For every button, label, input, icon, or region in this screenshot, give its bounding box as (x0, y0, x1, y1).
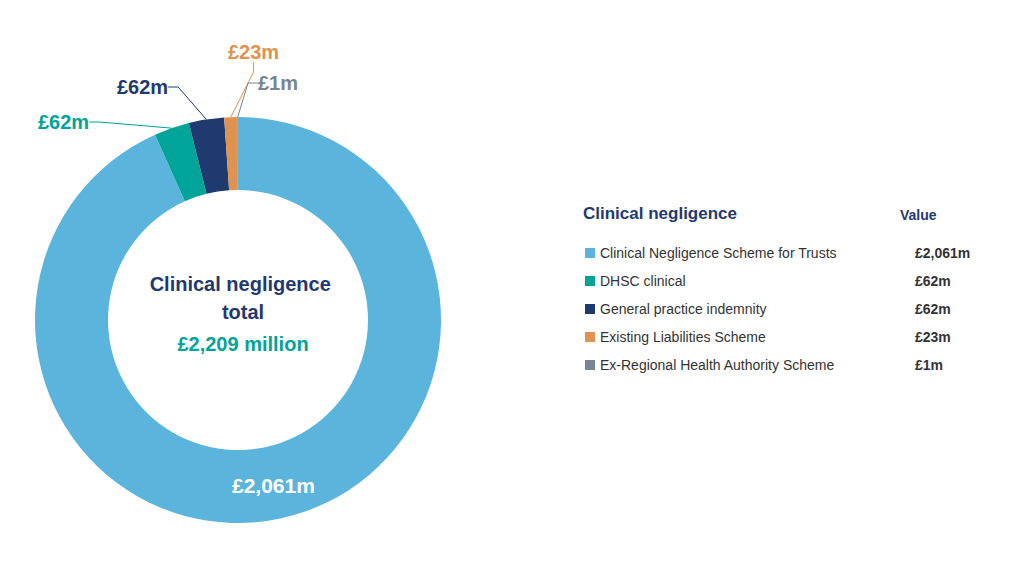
svg-text:£23m: £23m (228, 41, 279, 63)
svg-text:£1m: £1m (258, 72, 298, 94)
svg-text:£62m: £62m (117, 76, 168, 98)
svg-text:Value: Value (900, 207, 937, 223)
svg-text:Ex-Regional Health Authority S: Ex-Regional Health Authority Scheme (600, 357, 834, 373)
svg-text:£2,061m: £2,061m (915, 245, 970, 261)
svg-text:Existing Liabilities Scheme: Existing Liabilities Scheme (600, 329, 766, 345)
svg-text:£1m: £1m (915, 357, 943, 373)
svg-text:£2,209 million: £2,209 million (177, 333, 308, 355)
svg-text:£62m: £62m (915, 301, 951, 317)
svg-text:DHSC clinical: DHSC clinical (600, 273, 686, 289)
svg-text:£23m: £23m (915, 329, 951, 345)
svg-text:total: total (222, 301, 264, 323)
svg-text:General practice indemnity: General practice indemnity (600, 301, 767, 317)
svg-text:£62m: £62m (915, 273, 951, 289)
svg-text:£2,061m: £2,061m (232, 474, 315, 497)
svg-text:Clinical negligence: Clinical negligence (583, 204, 737, 223)
svg-text:Clinical Negligence Scheme for: Clinical Negligence Scheme for Trusts (600, 245, 837, 261)
svg-text:Clinical negligence: Clinical negligence (150, 273, 337, 295)
svg-text:£62m: £62m (38, 111, 89, 133)
